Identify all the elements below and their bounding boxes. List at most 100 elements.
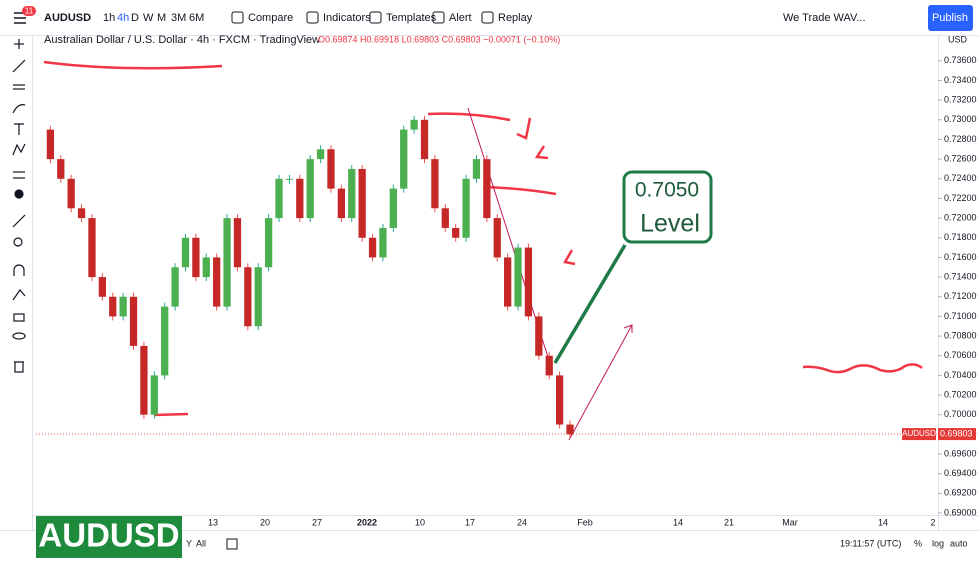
toolbar-button[interactable]: Alert — [449, 12, 472, 24]
candle — [441, 208, 449, 228]
price-label: 0.72000 — [944, 212, 977, 222]
interval[interactable]: 6M — [189, 12, 204, 24]
price-label: 0.72600 — [944, 153, 977, 163]
candle — [46, 129, 55, 160]
button-icon[interactable] — [306, 11, 319, 24]
time-label: 14 — [878, 517, 888, 527]
time-label: 20 — [260, 517, 270, 527]
button-icon[interactable] — [432, 11, 445, 24]
candle — [389, 188, 397, 228]
candle — [77, 208, 86, 219]
candle — [545, 355, 553, 376]
date-range-icon[interactable] — [226, 538, 238, 550]
time-label: 2022 — [357, 517, 377, 527]
time-label: Feb — [577, 517, 593, 527]
candle — [524, 247, 533, 317]
interval[interactable]: 3M — [171, 12, 186, 24]
candle — [109, 296, 117, 317]
candle — [181, 237, 190, 268]
toolbar-button[interactable]: Templates — [386, 12, 437, 24]
price-label: 0.73200 — [944, 95, 977, 105]
candle — [254, 267, 262, 327]
price-label: 0.73600 — [944, 55, 977, 65]
candle — [223, 218, 231, 307]
price-label: 0.73000 — [944, 114, 977, 124]
candle — [171, 267, 179, 307]
publish-button[interactable] — [928, 5, 973, 31]
candle — [316, 149, 325, 160]
range[interactable]: All — [196, 538, 206, 548]
trend-arrows — [467, 107, 633, 441]
price-label: 0.72400 — [944, 173, 977, 183]
candle — [98, 277, 106, 297]
candle — [431, 159, 439, 209]
candle — [150, 375, 158, 415]
candle — [555, 375, 564, 425]
price-tag-symbol: AUDUSD — [902, 429, 936, 438]
price-label: 0.70400 — [944, 370, 977, 380]
symbol[interactable]: AUDUSD — [44, 12, 91, 24]
toolbar-button[interactable]: Compare — [248, 12, 293, 24]
candle — [264, 218, 273, 268]
time-label: 24 — [517, 517, 527, 527]
candle — [327, 149, 335, 189]
toolbar-button[interactable]: Replay — [498, 12, 533, 24]
candle — [358, 168, 366, 238]
interval[interactable]: 1h — [103, 12, 115, 24]
candle — [368, 237, 377, 258]
scale-toggle[interactable]: auto — [950, 538, 968, 548]
time-label: 14 — [673, 517, 683, 527]
banner — [36, 516, 182, 558]
price-label: 0.70000 — [944, 409, 977, 419]
toolbar-button[interactable]: Indicators — [323, 12, 371, 24]
button-icon[interactable] — [231, 11, 244, 24]
scale-toggle[interactable]: log — [932, 538, 944, 548]
candle — [285, 178, 294, 180]
price-label: 0.71400 — [944, 271, 977, 281]
price-label: 0.72200 — [944, 193, 977, 203]
candle — [348, 168, 356, 219]
price-label: 0.73400 — [944, 75, 977, 85]
candle — [233, 218, 242, 268]
candle — [452, 227, 460, 238]
price-tag — [902, 428, 936, 441]
price-label: 0.69000 — [944, 507, 977, 517]
candle — [504, 257, 512, 307]
drawing-tools[interactable] — [12, 39, 26, 373]
candle — [88, 218, 96, 278]
price-label: 0.71600 — [944, 252, 977, 262]
range[interactable]: Y — [186, 538, 192, 548]
candle — [472, 159, 481, 179]
interval[interactable]: 4h — [117, 12, 129, 24]
currency[interactable]: USD — [948, 34, 968, 44]
layout-name[interactable]: We Trade WAV... — [783, 12, 866, 24]
price-label: 0.70200 — [944, 389, 977, 399]
time-label: 10 — [415, 517, 425, 527]
interval[interactable]: W — [143, 12, 154, 24]
candle — [213, 257, 221, 307]
price-label: 0.71800 — [944, 232, 977, 242]
publish-label[interactable]: Publish — [932, 12, 968, 24]
badge — [22, 6, 36, 16]
price-label: 0.69400 — [944, 468, 977, 478]
button-icon[interactable] — [369, 11, 382, 24]
scale-toggle[interactable]: % — [914, 538, 922, 548]
candle — [462, 178, 470, 238]
candle — [483, 159, 491, 219]
candle — [67, 178, 75, 209]
button-icon[interactable] — [481, 11, 494, 24]
interval[interactable]: D — [131, 12, 139, 24]
interval[interactable]: M — [157, 12, 166, 24]
time-label: 27 — [312, 517, 322, 527]
callout-label: Level — [640, 210, 700, 238]
candle — [296, 178, 304, 219]
candle — [420, 119, 429, 160]
candle — [535, 316, 543, 356]
candle — [514, 247, 522, 307]
price-label: 0.72800 — [944, 134, 977, 144]
price-tag-value: 0.69803 — [940, 428, 973, 438]
candle — [140, 345, 148, 415]
